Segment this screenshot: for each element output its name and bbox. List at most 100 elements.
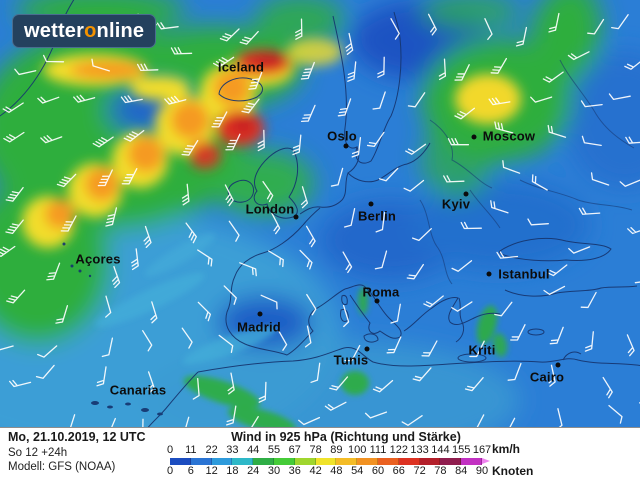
wind-barb [405, 143, 427, 155]
kmh-value: 44 [247, 444, 260, 456]
colorbar-segment [336, 458, 358, 465]
wind-barb [136, 63, 159, 72]
wind-field-svg [0, 0, 640, 427]
kmh-value: 11 [185, 444, 197, 456]
wind-barb [374, 250, 388, 270]
wind-barb [185, 222, 197, 244]
wind-barb [150, 301, 158, 324]
wind-barb [401, 415, 423, 426]
kmh-value: 111 [369, 444, 387, 456]
wind-barb [35, 364, 55, 379]
wind-barb [527, 218, 549, 226]
wind-barb [375, 212, 386, 233]
wind-barb [484, 18, 493, 41]
coastlines-layer [0, 0, 640, 427]
knoten-value: 90 [475, 465, 489, 477]
wind-barb [37, 96, 60, 104]
model-label: Modell: GFS (NOAA) [8, 461, 116, 473]
kmh-unit-label: km/h [492, 442, 521, 456]
wind-barb [447, 138, 470, 146]
wind-barb [143, 225, 152, 249]
knoten-unit-label: Knoten [492, 464, 534, 478]
wind-barb [547, 124, 567, 138]
knoten-value: 24 [247, 465, 260, 477]
wind-barb [292, 134, 302, 156]
kmh-value: 89 [330, 444, 343, 456]
wind-barb [300, 104, 316, 123]
kmh-value: 167 [472, 444, 492, 456]
kmh-value: 122 [389, 444, 408, 456]
wind-barb [351, 137, 362, 158]
wind-barb [406, 263, 424, 280]
wind-barb [531, 174, 548, 191]
wind-barb [626, 334, 635, 357]
knoten-value: 84 [455, 465, 468, 477]
wind-barb [494, 121, 514, 134]
wind-barb [219, 28, 240, 42]
wind-barb [46, 262, 61, 281]
wind-barb [170, 47, 193, 55]
wind-barb [227, 372, 235, 395]
wind-barb [412, 367, 432, 382]
wind-speed-field [0, 0, 640, 427]
forecast-meta: Mo, 21.10.2019, 12 UTC So 12 +24h Modell… [8, 430, 146, 475]
knoten-value: 36 [288, 465, 301, 477]
colorbar-segment [253, 458, 274, 465]
colorbar-segment [294, 458, 316, 465]
wind-barb [568, 246, 591, 254]
wind-barb [469, 340, 485, 358]
wind-barb [364, 411, 388, 419]
wind-barb [271, 212, 281, 235]
wind-barb [91, 58, 110, 72]
wind-barb [411, 228, 432, 242]
wind-barb [156, 22, 179, 30]
wind-barb [239, 262, 257, 277]
wind-barb [337, 98, 352, 117]
logo-text-nline: nline [96, 19, 145, 42]
wind-barb [8, 379, 32, 388]
legend-knoten-values: 0 6 12 18 24 30 36 42 48 54 60 66 72 78 84 90 [167, 465, 489, 477]
wind-barb [226, 405, 237, 426]
wind-barb [225, 133, 241, 151]
wind-barb [407, 92, 426, 108]
wind-barb [372, 91, 386, 110]
wind-barb [55, 305, 69, 324]
knoten-value: 48 [330, 465, 343, 477]
weather-map[interactable]: Iceland Oslo Moscow London Berlin Kyiv Açores I… [0, 0, 640, 427]
logo-text-o: o [84, 19, 97, 42]
kmh-value: 78 [309, 444, 322, 456]
knoten-value: 78 [434, 465, 447, 477]
wetteronline-logo[interactable]: wetter o nline [12, 14, 157, 48]
wind-barb [164, 95, 187, 105]
wind-barb [460, 221, 482, 230]
wind-barb [300, 61, 315, 80]
colorbar-segment [211, 458, 233, 465]
wind-barb [581, 135, 602, 147]
wind-barb [515, 26, 528, 47]
wind-barb [0, 245, 16, 257]
wind-barb [427, 13, 437, 36]
wind-barb [181, 327, 193, 349]
wind-barb [423, 295, 444, 308]
wind-barb [295, 18, 303, 40]
knoten-value: 72 [413, 465, 426, 477]
wind-barb [135, 418, 144, 427]
wind-barb [490, 57, 508, 74]
kmh-value: 33 [226, 444, 239, 456]
wind-barb [343, 207, 356, 228]
wind-barb [345, 32, 354, 55]
wind-barb [192, 377, 200, 400]
wind-barb [499, 417, 516, 427]
wind-barb [6, 289, 26, 304]
wind-barb [443, 175, 465, 183]
wind-barb [542, 71, 564, 83]
wind-barb [347, 61, 357, 82]
wind-barb [105, 207, 118, 227]
kmh-value: 67 [288, 444, 301, 456]
wind-barb [248, 71, 263, 90]
wind-barb [111, 265, 121, 289]
wind-barb [277, 329, 288, 351]
colorbar-segment [419, 458, 441, 465]
wind-barb [502, 160, 521, 174]
colorbar-segment [170, 458, 191, 465]
